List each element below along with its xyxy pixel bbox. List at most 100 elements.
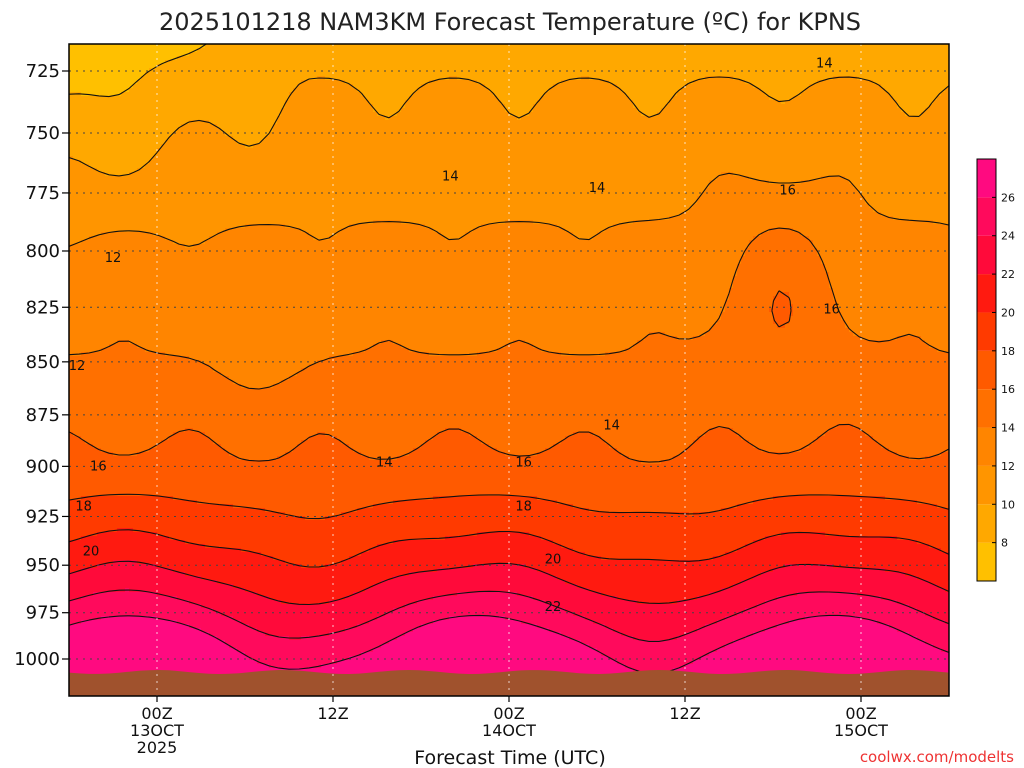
field-cell <box>133 268 138 273</box>
field-cell <box>125 112 130 117</box>
field-cell <box>125 152 130 157</box>
field-cell <box>101 448 106 453</box>
field-cell <box>145 296 150 301</box>
field-cell <box>109 520 114 525</box>
field-cell <box>141 368 146 373</box>
field-cell <box>101 508 106 513</box>
field-cell <box>141 324 146 329</box>
field-cell <box>149 104 154 109</box>
field-cell <box>185 464 190 469</box>
field-cell <box>189 168 194 173</box>
field-cell <box>73 196 78 201</box>
field-cell <box>77 88 82 93</box>
field-cell <box>85 640 90 645</box>
field-cell <box>137 148 142 153</box>
field-cell <box>189 48 194 53</box>
field-cell <box>121 148 126 153</box>
field-cell <box>137 224 142 229</box>
field-cell <box>113 92 118 97</box>
field-cell <box>157 556 162 561</box>
field-cell <box>125 168 130 173</box>
field-cell <box>125 624 130 629</box>
field-cell <box>77 152 82 157</box>
field-cell <box>73 660 78 665</box>
field-cell <box>113 328 118 333</box>
field-cell <box>149 548 154 553</box>
field-cell <box>105 196 110 201</box>
field-cell <box>69 56 74 61</box>
field-cell <box>129 272 134 277</box>
field-cell <box>173 424 178 429</box>
field-cell <box>73 428 78 433</box>
field-cell <box>129 64 134 69</box>
field-cell <box>181 500 186 505</box>
field-cell <box>129 520 134 525</box>
field-cell <box>105 576 110 581</box>
field-cell <box>169 576 174 581</box>
field-cell <box>129 512 134 517</box>
field-cell <box>149 276 154 281</box>
field-cell <box>121 496 126 501</box>
field-cell <box>73 612 78 617</box>
field-cell <box>81 480 86 485</box>
field-cell <box>165 224 170 229</box>
field-cell <box>101 60 106 65</box>
field-cell <box>161 56 166 61</box>
field-cell <box>113 612 118 617</box>
field-cell <box>189 408 194 413</box>
field-cell <box>109 628 114 633</box>
field-cell <box>149 400 154 405</box>
field-cell <box>157 548 162 553</box>
field-cell <box>113 440 118 445</box>
field-cell <box>153 52 158 57</box>
field-cell <box>149 176 154 181</box>
field-cell <box>161 416 166 421</box>
field-cell <box>73 408 78 413</box>
field-cell <box>169 288 174 293</box>
field-cell <box>137 640 142 645</box>
field-cell <box>161 292 166 297</box>
field-cell <box>137 488 142 493</box>
field-cell <box>189 368 194 373</box>
field-cell <box>153 96 158 101</box>
field-cell <box>177 620 182 625</box>
field-cell <box>181 48 186 53</box>
field-cell <box>189 144 194 149</box>
field-cell <box>93 548 98 553</box>
field-cell <box>153 148 158 153</box>
field-cell <box>73 152 78 157</box>
field-cell <box>169 516 174 521</box>
field-cell <box>117 664 122 669</box>
field-cell <box>125 400 130 405</box>
field-cell <box>161 312 166 317</box>
field-cell <box>69 312 74 317</box>
field-cell <box>109 152 114 157</box>
field-cell <box>189 392 194 397</box>
field-cell <box>113 520 118 525</box>
field-cell <box>161 376 166 381</box>
field-cell <box>141 540 146 545</box>
field-cell <box>173 280 178 285</box>
field-cell <box>181 196 186 201</box>
field-cell <box>81 288 86 293</box>
field-cell <box>105 80 110 85</box>
field-cell <box>153 336 158 341</box>
field-cell <box>157 180 162 185</box>
field-cell <box>85 72 90 77</box>
field-cell <box>173 488 178 493</box>
field-cell <box>101 484 106 489</box>
field-cell <box>177 552 182 557</box>
field-cell <box>105 492 110 497</box>
field-cell <box>117 72 122 77</box>
field-cell <box>77 128 82 133</box>
field-cell <box>93 56 98 61</box>
field-cell <box>133 68 138 73</box>
field-cell <box>165 400 170 405</box>
field-cell <box>149 348 154 353</box>
field-cell <box>129 52 134 57</box>
field-cell <box>89 292 94 297</box>
field-cell <box>141 424 146 429</box>
field-cell <box>77 80 82 85</box>
field-cell <box>85 132 90 137</box>
field-cell <box>117 312 122 317</box>
